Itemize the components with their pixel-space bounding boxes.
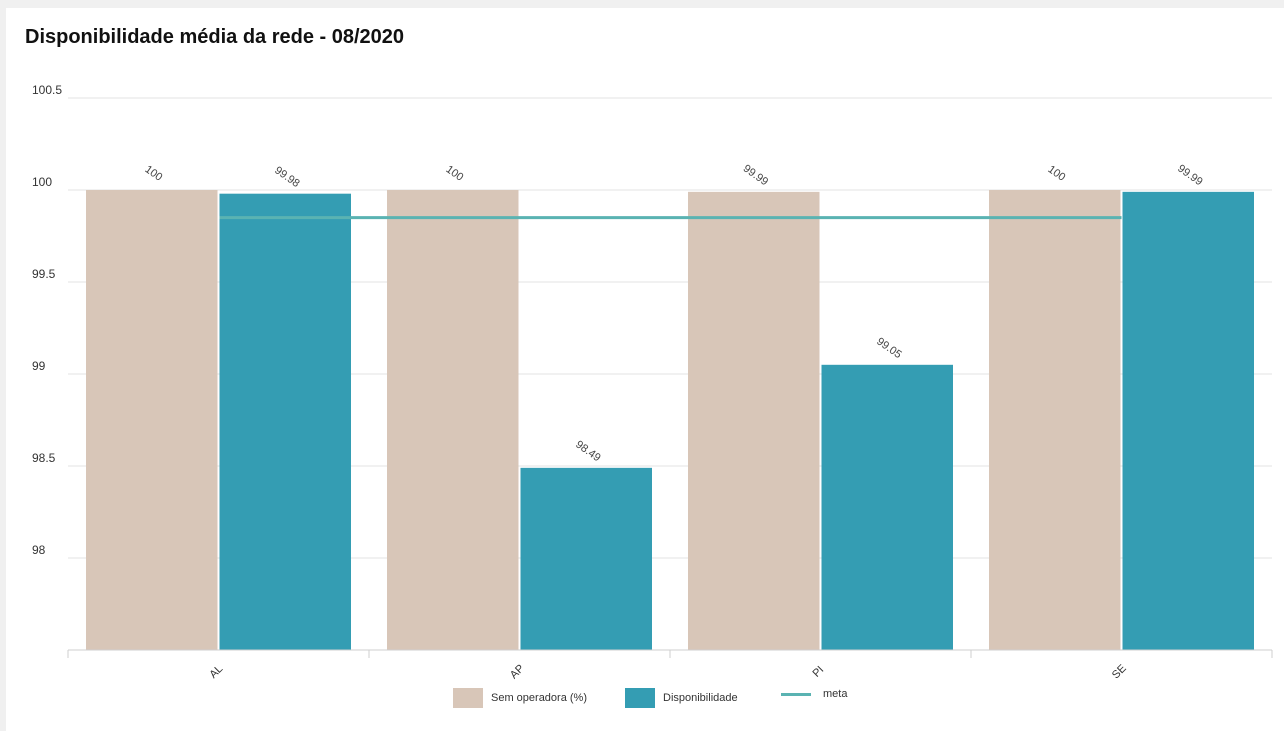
bars [86, 190, 1254, 650]
y-tick-label: 98 [32, 543, 46, 557]
bar-disponibilidade-pi [822, 365, 954, 650]
bar-disponibilidade-se [1123, 192, 1255, 650]
data-label: 100 [444, 163, 466, 183]
x-tick-label: AL [207, 663, 225, 681]
y-tick-label: 98.5 [32, 451, 56, 465]
y-tick-label: 99.5 [32, 267, 56, 281]
data-label: 99.98 [272, 164, 301, 190]
x-axis: AL AP PI SE [68, 650, 1272, 681]
data-label: 100 [1046, 163, 1068, 183]
data-label: 99.99 [741, 163, 770, 189]
x-tick-label: SE [1110, 662, 1129, 681]
legend: Sem operadora (%) Disponibilidade meta [0, 688, 1284, 712]
legend-swatch-sem-operadora [453, 688, 483, 708]
y-tick-label: 100.5 [32, 83, 62, 97]
legend-label-meta: meta [823, 688, 847, 700]
data-label: 98.49 [573, 439, 602, 465]
data-label: 100 [143, 163, 165, 183]
legend-label-sem-operadora: Sem operadora (%) [491, 692, 587, 704]
legend-label-disponibilidade: Disponibilidade [663, 692, 738, 704]
legend-item-disponibilidade[interactable]: Disponibilidade [625, 688, 738, 708]
x-tick-label: AP [508, 662, 527, 681]
legend-item-meta[interactable]: meta [781, 688, 847, 700]
x-tick-label: PI [810, 664, 826, 680]
y-tick-label: 99 [32, 359, 46, 373]
bar-sem-operadora--se [989, 190, 1121, 650]
bar-sem-operadora--ap [387, 190, 519, 650]
legend-swatch-disponibilidade [625, 688, 655, 708]
legend-swatch-meta [781, 693, 811, 696]
bar-chart: 98 98.5 99 99.5 100 100.5 100 99.98 100 98.49 99.… [0, 0, 1284, 690]
bar-sem-operadora--pi [688, 192, 820, 650]
bar-disponibilidade-al [220, 194, 352, 650]
bar-sem-operadora--al [86, 190, 218, 650]
legend-item-sem-operadora[interactable]: Sem operadora (%) [453, 688, 587, 708]
data-label: 99.05 [874, 336, 903, 362]
y-tick-label: 100 [32, 175, 52, 189]
y-axis-labels: 98 98.5 99 99.5 100 100.5 [32, 83, 62, 557]
data-label: 99.99 [1175, 163, 1204, 189]
bar-disponibilidade-ap [521, 468, 653, 650]
